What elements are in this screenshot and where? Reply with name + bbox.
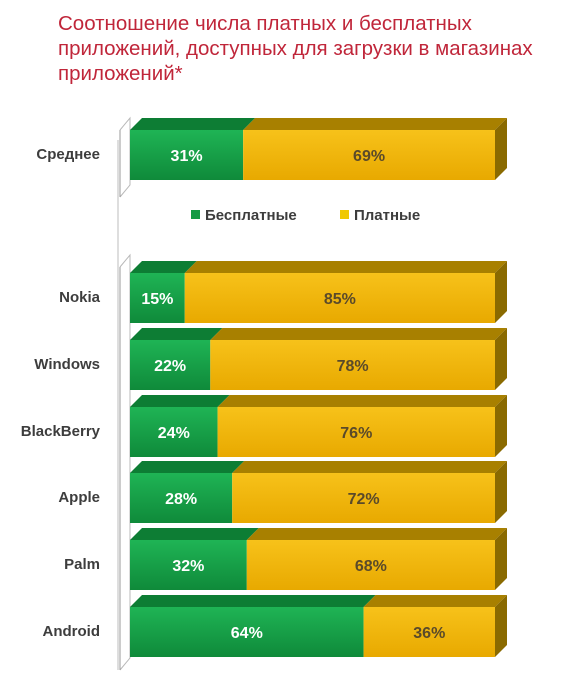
value-label-paid-Nokia: 85%: [324, 291, 356, 308]
legend-swatch-paid: [340, 210, 349, 219]
bar-free-Palm: [130, 540, 247, 590]
bar-paid-top-Palm: [246, 528, 508, 540]
value-label-free-Apple: 28%: [165, 491, 197, 508]
category-label-Palm: Palm: [64, 556, 100, 573]
bar-free-top-Среднее: [130, 118, 256, 130]
value-label-free-BlackBerry: 24%: [158, 425, 190, 442]
bar-paid-top-BlackBerry: [217, 395, 507, 407]
bar-side-Nokia: [495, 261, 507, 323]
bar-free-Nokia: [130, 273, 185, 323]
category-label-Apple: Apple: [58, 489, 100, 506]
category-label-Nokia: Nokia: [59, 289, 101, 306]
category-label-Среднее: Среднее: [36, 146, 100, 163]
value-label-free-Palm: 32%: [172, 558, 204, 575]
bar-paid-Android: [363, 607, 495, 657]
bar-free-top-Windows: [130, 328, 223, 340]
bar-free-top-BlackBerry: [130, 395, 230, 407]
frame-wall-0: [119, 116, 131, 198]
bar-paid-Nokia: [184, 273, 495, 323]
bar-free-top-Android: [130, 595, 376, 607]
category-label-Android: Android: [43, 623, 101, 640]
bar-paid-Windows: [210, 340, 496, 390]
bar-side-Apple: [495, 461, 507, 523]
bar-paid-top-Android: [363, 595, 507, 607]
value-label-paid-Windows: 78%: [337, 358, 369, 375]
bar-free-Windows: [130, 340, 211, 390]
value-label-paid-Android: 36%: [413, 625, 445, 642]
bar-free-top-Nokia: [130, 261, 197, 273]
frame-wall-1: [119, 253, 131, 671]
legend-swatch-free: [191, 210, 200, 219]
value-label-paid-Среднее: 69%: [353, 148, 385, 165]
bar-paid-BlackBerry: [217, 407, 495, 457]
chart-title: Соотношение числа платных и бесплатных п…: [58, 12, 533, 85]
bar-paid-top-Среднее: [243, 118, 507, 130]
legend-label-paid: Платные: [354, 207, 420, 224]
bar-paid-top-Nokia: [184, 261, 507, 273]
bar-side-Palm: [495, 528, 507, 590]
legend-label-free: Бесплатные: [205, 207, 297, 224]
bar-free-top-Palm: [130, 528, 259, 540]
bar-free-Среднее: [130, 130, 244, 180]
value-label-paid-BlackBerry: 76%: [340, 425, 372, 442]
bar-side-Android: [495, 595, 507, 657]
bar-paid-top-Windows: [210, 328, 508, 340]
legend: Бесплатные Платные: [191, 207, 420, 224]
value-label-free-Nokia: 15%: [141, 291, 173, 308]
bar-free-Apple: [130, 473, 233, 523]
value-label-paid-Apple: 72%: [348, 491, 380, 508]
bar-paid-Apple: [232, 473, 495, 523]
value-label-free-Android: 64%: [231, 625, 263, 642]
value-label-paid-Palm: 68%: [355, 558, 387, 575]
category-label-Windows: Windows: [34, 356, 100, 373]
value-label-free-Windows: 22%: [154, 358, 186, 375]
bar-paid-top-Apple: [232, 461, 507, 473]
category-label-BlackBerry: BlackBerry: [21, 423, 101, 440]
chart-frames: [117, 116, 131, 671]
value-label-free-Среднее: 31%: [171, 148, 203, 165]
bar-free-BlackBerry: [130, 407, 218, 457]
bar-side-BlackBerry: [495, 395, 507, 457]
bar-side-Windows: [495, 328, 507, 390]
bar-paid-Palm: [246, 540, 495, 590]
bar-free-top-Apple: [130, 461, 245, 473]
bar-group: 31% 69% Среднее 15% 85% Nokia 22% 78% Windows 24%…: [21, 118, 508, 657]
bar-paid-Среднее: [243, 130, 495, 180]
bar-side-Среднее: [495, 118, 507, 180]
bar-free-Android: [130, 607, 364, 657]
